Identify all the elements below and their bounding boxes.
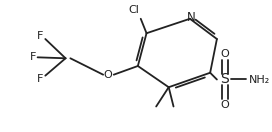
Text: N: N — [187, 11, 195, 24]
Text: F: F — [37, 31, 44, 41]
Text: O: O — [104, 70, 112, 80]
Text: O: O — [220, 49, 229, 59]
Text: Cl: Cl — [129, 5, 140, 15]
Text: F: F — [37, 74, 44, 84]
Text: F: F — [30, 52, 36, 62]
Text: S: S — [220, 72, 229, 86]
Text: NH₂: NH₂ — [249, 76, 270, 85]
Text: O: O — [220, 100, 229, 110]
